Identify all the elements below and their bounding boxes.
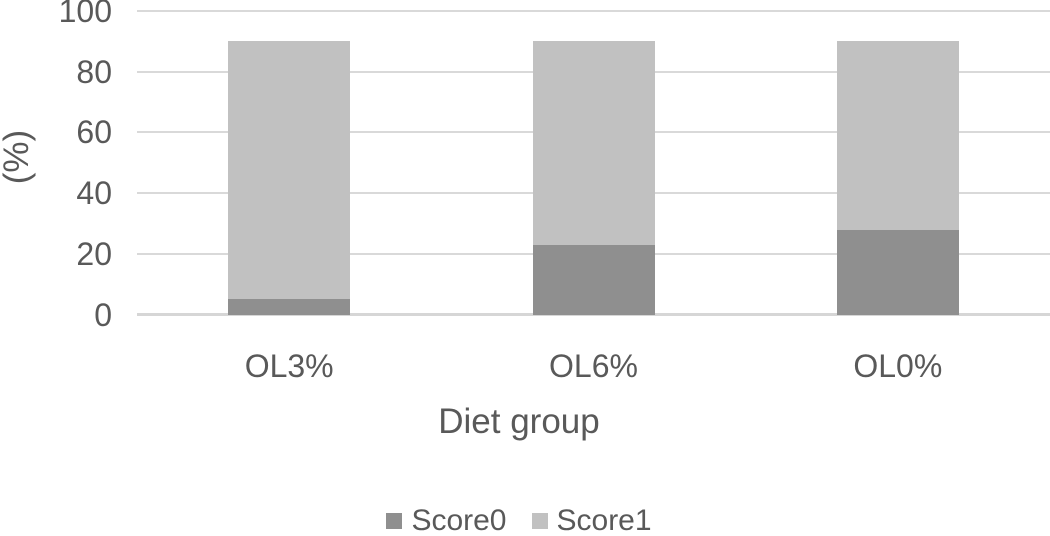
legend-label-Score1: Score1 [556, 504, 652, 536]
y-tick-label-60: 60 [76, 114, 112, 151]
x-category-label-OL6%: OL6% [549, 348, 638, 384]
bar-segment-OL0%-Score0 [836, 229, 959, 315]
bar-OL6% [532, 41, 655, 315]
bar-OL3% [228, 41, 351, 315]
bar-segment-OL3%-Score1 [228, 41, 351, 300]
y-axis-tick-labels: 0 20 40 60 80 100 [0, 0, 112, 333]
bar-segment-OL0%-Score1 [836, 41, 959, 230]
bar-OL0% [836, 41, 959, 315]
bar-segment-OL3%-Score0 [228, 299, 351, 315]
x-category-label-OL0%: OL0% [853, 348, 943, 384]
legend-swatch-Score0 [386, 513, 403, 529]
legend-swatch-Score1 [531, 513, 548, 529]
y-tick-label-80: 80 [76, 53, 112, 90]
x-category-label-OL3%: OL3% [244, 348, 334, 384]
legend-label-Score0: Score0 [411, 504, 507, 536]
legend-entry-Score0: Score0 [386, 504, 507, 536]
legend-entry-Score1: Score1 [531, 504, 652, 536]
y-tick-label-20: 20 [76, 235, 112, 272]
x-axis-line [137, 313, 1050, 316]
x-axis-title: Diet group [438, 402, 600, 441]
y-tick-label-100: 100 [58, 0, 112, 29]
bar-segment-OL6%-Score1 [532, 41, 655, 245]
y-tick-label-40: 40 [76, 175, 112, 212]
bar-segment-OL6%-Score0 [532, 244, 655, 315]
legend: Score0 Score1 [0, 506, 1038, 536]
gridline-100 [137, 10, 1050, 12]
plot-area [137, 10, 1050, 316]
y-tick-label-0: 0 [94, 296, 112, 333]
